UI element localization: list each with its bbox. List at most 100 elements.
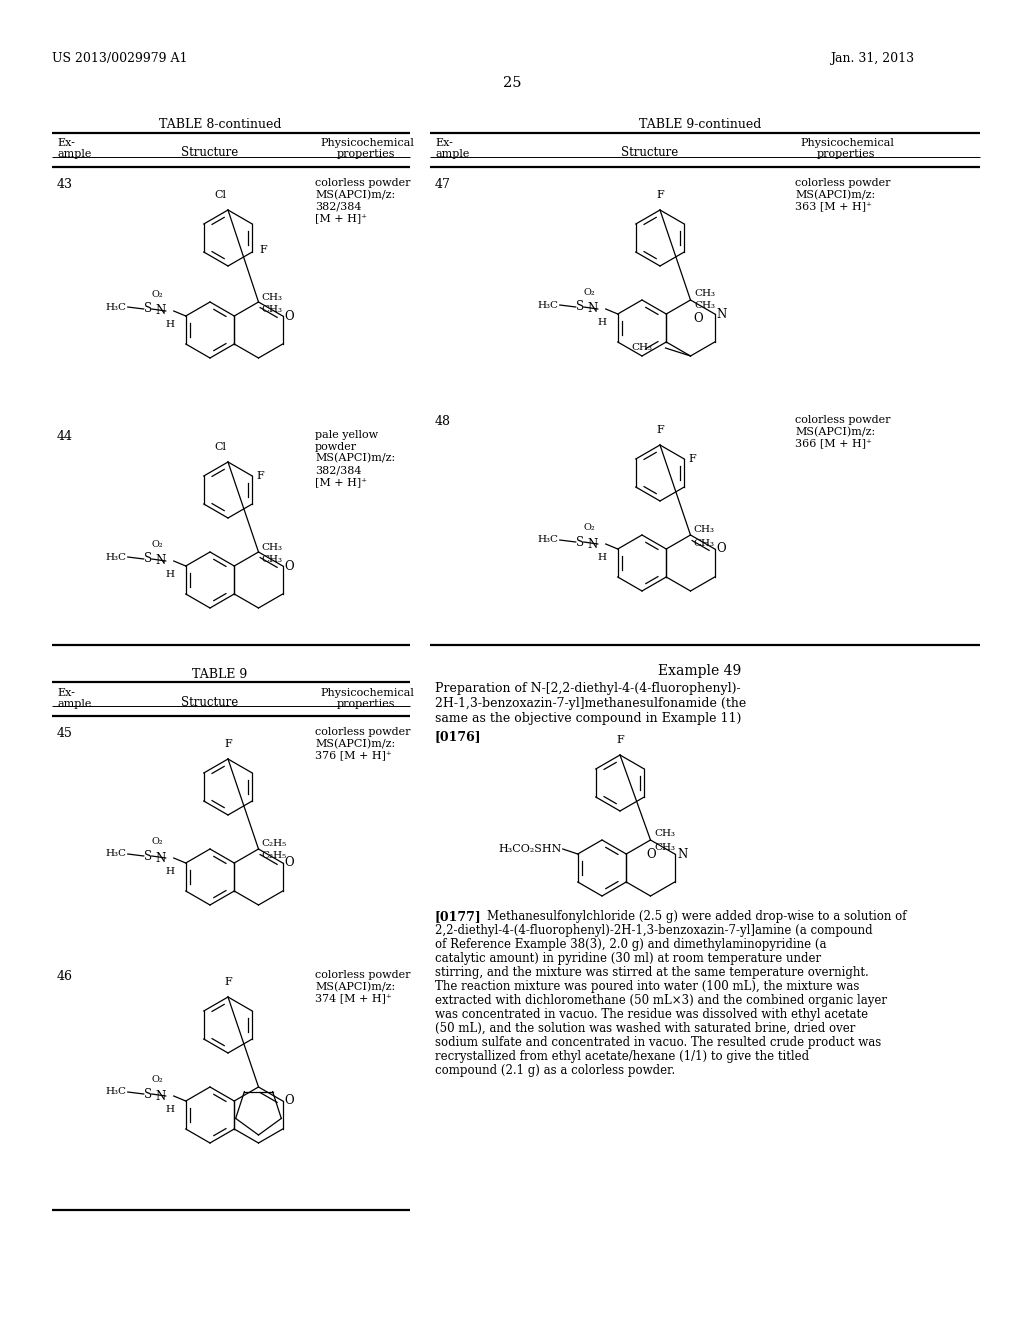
Text: CH₃: CH₃ xyxy=(261,293,283,301)
Text: O: O xyxy=(285,309,294,322)
Text: C₂H₅: C₂H₅ xyxy=(261,851,287,861)
Text: F: F xyxy=(256,471,264,480)
Text: Structure: Structure xyxy=(181,696,239,709)
Text: stirring, and the mixture was stirred at the same temperature overnight.: stirring, and the mixture was stirred at… xyxy=(435,966,868,979)
Text: was concentrated in vacuo. The residue was dissolved with ethyl acetate: was concentrated in vacuo. The residue w… xyxy=(435,1008,868,1020)
Text: O: O xyxy=(717,543,726,556)
Text: F: F xyxy=(224,977,231,987)
Text: N: N xyxy=(156,554,166,568)
Text: 43: 43 xyxy=(57,178,73,191)
Text: catalytic amount) in pyridine (30 ml) at room temperature under: catalytic amount) in pyridine (30 ml) at… xyxy=(435,952,821,965)
Text: CH₃: CH₃ xyxy=(654,829,676,837)
Text: 47: 47 xyxy=(435,178,451,191)
Text: 46: 46 xyxy=(57,970,73,983)
Text: 45: 45 xyxy=(57,727,73,741)
Text: S: S xyxy=(575,536,584,549)
Text: Methanesulfonylchloride (2.5 g) were added drop-wise to a solution of: Methanesulfonylchloride (2.5 g) were add… xyxy=(487,909,906,923)
Text: H₃C: H₃C xyxy=(538,301,559,309)
Text: F: F xyxy=(259,246,266,255)
Text: H₃C: H₃C xyxy=(105,302,127,312)
Text: N: N xyxy=(717,308,727,321)
Text: 44: 44 xyxy=(57,430,73,444)
Text: O₂: O₂ xyxy=(152,837,164,846)
Text: O₂: O₂ xyxy=(152,290,164,300)
Text: H₃C: H₃C xyxy=(105,553,127,561)
Text: TABLE 9-continued: TABLE 9-continued xyxy=(639,117,761,131)
Text: CH₃: CH₃ xyxy=(261,305,283,314)
Text: F: F xyxy=(616,735,624,744)
Text: Structure: Structure xyxy=(181,147,239,158)
Text: C₂H₅: C₂H₅ xyxy=(261,838,287,847)
Text: pale yellow
powder
MS(APCI)m/z:
382/384
[M + H]⁺: pale yellow powder MS(APCI)m/z: 382/384 … xyxy=(315,430,395,487)
Text: properties: properties xyxy=(337,700,395,709)
Text: N: N xyxy=(588,302,598,315)
Text: H: H xyxy=(165,1105,174,1114)
Text: O₂: O₂ xyxy=(584,288,595,297)
Text: ample: ample xyxy=(57,700,91,709)
Text: N: N xyxy=(156,1089,166,1102)
Text: O₂: O₂ xyxy=(584,523,595,532)
Text: CH₃: CH₃ xyxy=(654,843,676,853)
Text: Physicochemical: Physicochemical xyxy=(800,139,894,148)
Text: CH₃: CH₃ xyxy=(261,556,283,565)
Text: S: S xyxy=(143,302,152,315)
Text: Ex-: Ex- xyxy=(57,688,75,698)
Text: CH₃: CH₃ xyxy=(693,539,715,548)
Text: H: H xyxy=(597,553,606,562)
Text: CH₃: CH₃ xyxy=(694,289,716,297)
Text: US 2013/0029979 A1: US 2013/0029979 A1 xyxy=(52,51,187,65)
Text: Ex-: Ex- xyxy=(57,139,75,148)
Text: H₃C: H₃C xyxy=(538,536,559,544)
Text: O: O xyxy=(285,560,294,573)
Text: S: S xyxy=(143,1088,152,1101)
Text: O₂: O₂ xyxy=(152,540,164,549)
Text: 25: 25 xyxy=(503,77,521,90)
Text: Structure: Structure xyxy=(622,147,679,158)
Text: N: N xyxy=(588,537,598,550)
Text: 2,2-diethyl-4-(4-fluorophenyl)-2H-1,3-benzoxazin-7-yl]amine (a compound: 2,2-diethyl-4-(4-fluorophenyl)-2H-1,3-be… xyxy=(435,924,872,937)
Text: Cl: Cl xyxy=(214,442,226,451)
Text: O: O xyxy=(647,849,656,862)
Text: TABLE 9: TABLE 9 xyxy=(193,668,248,681)
Text: CH₃: CH₃ xyxy=(693,525,715,535)
Text: CH₃: CH₃ xyxy=(261,543,283,552)
Text: Cl: Cl xyxy=(214,190,226,201)
Text: H₃C: H₃C xyxy=(105,1088,127,1097)
Text: colorless powder
MS(APCI)m/z:
366 [M + H]⁺: colorless powder MS(APCI)m/z: 366 [M + H… xyxy=(795,414,891,449)
Text: O: O xyxy=(285,857,294,870)
Text: ample: ample xyxy=(435,149,469,158)
Text: colorless powder
MS(APCI)m/z:
363 [M + H]⁺: colorless powder MS(APCI)m/z: 363 [M + H… xyxy=(795,178,891,211)
Text: TABLE 8-continued: TABLE 8-continued xyxy=(159,117,282,131)
Text: S: S xyxy=(143,850,152,862)
Text: 48: 48 xyxy=(435,414,451,428)
Text: [0176]: [0176] xyxy=(435,730,481,743)
Text: colorless powder
MS(APCI)m/z:
376 [M + H]⁺: colorless powder MS(APCI)m/z: 376 [M + H… xyxy=(315,727,411,760)
Text: H: H xyxy=(165,867,174,876)
Text: O₂: O₂ xyxy=(152,1074,164,1084)
Text: properties: properties xyxy=(337,149,395,158)
Text: extracted with dichloromethane (50 mL×3) and the combined organic layer: extracted with dichloromethane (50 mL×3)… xyxy=(435,994,887,1007)
Text: H₃CO₂SHN: H₃CO₂SHN xyxy=(499,843,562,854)
Text: (50 mL), and the solution was washed with saturated brine, dried over: (50 mL), and the solution was washed wit… xyxy=(435,1022,855,1035)
Text: Physicochemical: Physicochemical xyxy=(319,139,414,148)
Text: Example 49: Example 49 xyxy=(658,664,741,678)
Text: colorless powder
MS(APCI)m/z:
382/384
[M + H]⁺: colorless powder MS(APCI)m/z: 382/384 [M… xyxy=(315,178,411,223)
Text: N: N xyxy=(156,851,166,865)
Text: The reaction mixture was poured into water (100 mL), the mixture was: The reaction mixture was poured into wat… xyxy=(435,979,859,993)
Text: Ex-: Ex- xyxy=(435,139,453,148)
Text: O: O xyxy=(285,1094,294,1107)
Text: H₃C: H₃C xyxy=(105,850,127,858)
Text: CH₃: CH₃ xyxy=(632,343,652,352)
Text: S: S xyxy=(143,553,152,565)
Text: N: N xyxy=(678,847,688,861)
Text: sodium sulfate and concentrated in vacuo. The resulted crude product was: sodium sulfate and concentrated in vacuo… xyxy=(435,1036,882,1049)
Text: F: F xyxy=(688,454,696,465)
Text: compound (2.1 g) as a colorless powder.: compound (2.1 g) as a colorless powder. xyxy=(435,1064,675,1077)
Text: F: F xyxy=(224,739,231,748)
Text: Jan. 31, 2013: Jan. 31, 2013 xyxy=(830,51,914,65)
Text: H: H xyxy=(165,319,174,329)
Text: of Reference Example 38(3), 2.0 g) and dimethylaminopyridine (a: of Reference Example 38(3), 2.0 g) and d… xyxy=(435,939,826,950)
Text: Preparation of N-[2,2-diethyl-4-(4-fluorophenyl)-
2H-1,3-benzoxazin-7-yl]methane: Preparation of N-[2,2-diethyl-4-(4-fluor… xyxy=(435,682,746,725)
Text: N: N xyxy=(156,305,166,318)
Text: F: F xyxy=(656,425,664,436)
